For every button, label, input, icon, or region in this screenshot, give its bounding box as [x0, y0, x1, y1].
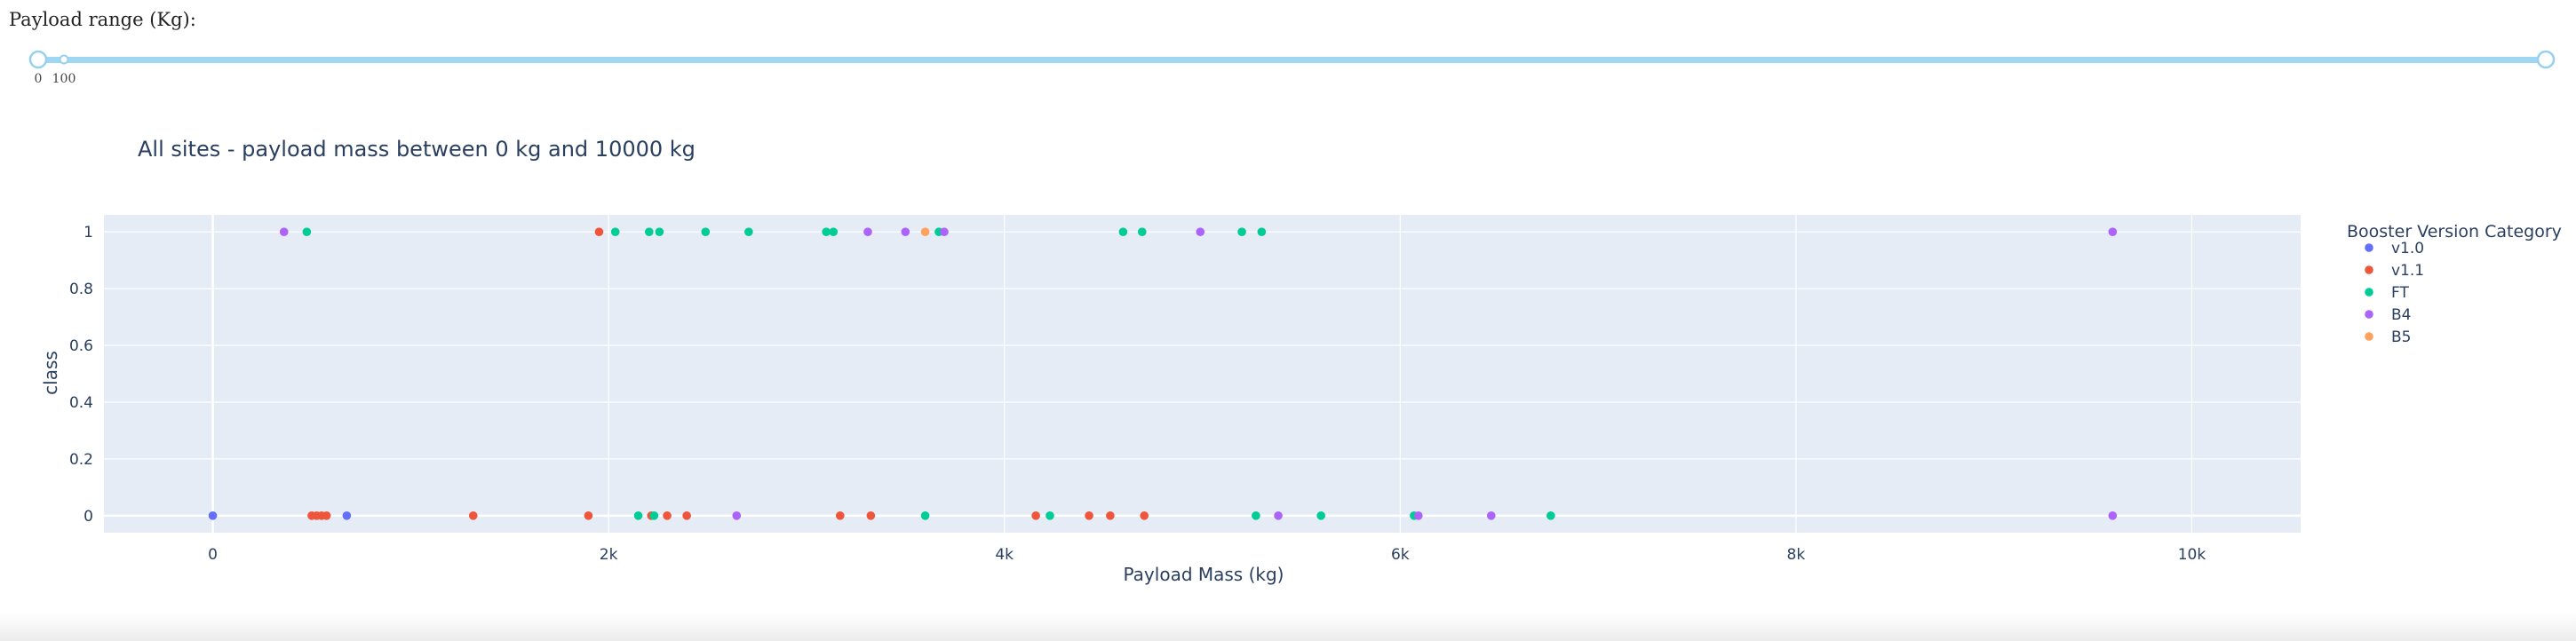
x-tick-labels: 0 2k 4k 6k 8k 10k [208, 546, 2206, 564]
data-point-FT [920, 511, 930, 520]
x-tick-label: 2k [600, 546, 618, 564]
x-axis-title: Payload Mass (kg) [1124, 564, 1284, 585]
data-point-v1.0 [342, 511, 352, 520]
data-point-FT [822, 227, 831, 236]
data-point-FT [1046, 511, 1054, 520]
legend-title: Booster Version Category [2347, 222, 2562, 241]
page-bottom-shadow [0, 613, 2576, 641]
slider-track[interactable] [37, 57, 2548, 63]
y-tick-label: 0.2 [69, 451, 93, 469]
y-axis-title: class [40, 351, 61, 395]
x-tick-label: 6k [1391, 546, 1410, 564]
data-point-FT [1316, 511, 1325, 520]
payload-range-slider[interactable]: 0 100 [0, 0, 2576, 98]
scatter-chart: All sites - payload mass between 0 kg an… [40, 137, 2562, 585]
y-tick-label: 0.6 [69, 337, 93, 355]
data-point-FT [829, 227, 839, 236]
legend-item-FT: FT [2391, 284, 2409, 302]
data-point-FT [701, 227, 711, 236]
data-point-v1.1 [866, 511, 876, 520]
data-point-FT [633, 511, 643, 520]
data-point-B4 [2108, 227, 2118, 236]
data-point-B4 [940, 227, 949, 236]
data-point-B4 [1196, 227, 1205, 236]
data-point-v1.1 [1140, 511, 1149, 520]
data-point-B4 [1413, 511, 1423, 520]
x-tick-label: 10k [2178, 546, 2206, 564]
payload-range-slider-area: Payload range (Kg): 0 100 [0, 0, 2576, 98]
data-point-B4 [1486, 511, 1496, 520]
data-point-FT [1546, 511, 1555, 520]
legend: Booster Version Category v1.0 v1.1 FT B4 B5 [2347, 222, 2562, 346]
payload-range-label: Payload range (Kg): [9, 9, 196, 30]
data-point-v1.1 [594, 227, 604, 236]
data-point-FT [655, 227, 664, 236]
slider-handle-high[interactable] [2536, 50, 2556, 69]
data-point-v1.1 [322, 511, 331, 520]
legend-item-B4: B4 [2391, 306, 2411, 324]
data-point-v1.1 [1085, 511, 1093, 520]
data-point-FT [610, 227, 620, 236]
data-point-v1.1 [835, 511, 845, 520]
data-point-B4 [901, 227, 910, 236]
data-point-v1.1 [682, 511, 691, 520]
y-tick-label: 0.4 [69, 394, 93, 412]
data-point-v1.1 [468, 511, 478, 520]
slider-handle-low[interactable] [28, 50, 48, 69]
data-point-B4 [732, 511, 742, 520]
legend-marker-FT [2365, 288, 2373, 297]
chart-title: All sites - payload mass between 0 kg an… [138, 137, 696, 162]
data-point-v1.0 [208, 511, 218, 520]
x-tick-label: 4k [995, 546, 1014, 564]
slider-tick-label-100: 100 [52, 72, 76, 86]
legend-marker-v1.1 [2365, 265, 2373, 274]
x-tick-label: 8k [1787, 546, 1806, 564]
data-point-v1.1 [1106, 511, 1115, 520]
data-point-B4 [2108, 511, 2118, 520]
data-point-B5 [920, 227, 930, 236]
data-points [208, 227, 2118, 520]
data-point-v1.1 [663, 511, 672, 520]
data-point-FT [644, 227, 654, 236]
x-tick-label: 0 [208, 546, 218, 564]
legend-marker-B5 [2365, 332, 2373, 341]
legend-item-B5: B5 [2391, 328, 2411, 346]
data-point-v1.1 [1031, 511, 1040, 520]
y-tick-labels: 0 0.2 0.4 0.6 0.8 1 [69, 224, 93, 526]
data-point-FT [1257, 227, 1267, 236]
legend-item-v1.1: v1.1 [2391, 262, 2424, 280]
data-point-FT [1137, 227, 1147, 236]
legend-marker-v1.0 [2365, 243, 2373, 252]
data-point-FT [1118, 227, 1128, 236]
slider-dot-mark [59, 54, 69, 65]
data-point-FT [1252, 511, 1260, 520]
data-point-v1.1 [584, 511, 593, 520]
y-tick-label: 0.8 [69, 281, 93, 298]
data-point-FT [744, 227, 753, 236]
plot-area [104, 215, 2301, 533]
y-tick-label: 1 [83, 224, 93, 241]
data-point-FT [302, 227, 312, 236]
data-point-B4 [279, 227, 289, 236]
data-point-B4 [1274, 511, 1283, 520]
data-point-FT [649, 511, 659, 520]
y-tick-label: 0 [83, 508, 93, 526]
legend-marker-B4 [2365, 310, 2373, 319]
slider-tick-label-0: 0 [35, 72, 43, 86]
data-point-B4 [863, 227, 872, 236]
data-point-FT [1237, 227, 1246, 236]
legend-item-v1.0: v1.0 [2391, 240, 2424, 257]
